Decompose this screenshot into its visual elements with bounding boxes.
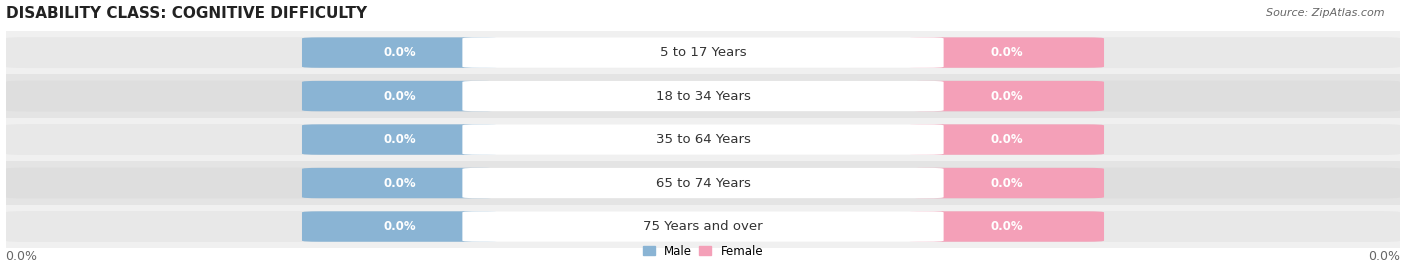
FancyBboxPatch shape [463, 81, 943, 111]
FancyBboxPatch shape [302, 168, 498, 198]
FancyBboxPatch shape [908, 211, 1104, 242]
Bar [6, 205, 1400, 248]
FancyBboxPatch shape [302, 211, 498, 242]
Text: 35 to 64 Years: 35 to 64 Years [655, 133, 751, 146]
Text: 0.0%: 0.0% [384, 176, 416, 190]
Text: 65 to 74 Years: 65 to 74 Years [655, 176, 751, 190]
Legend: Male, Female: Male, Female [638, 240, 768, 262]
FancyBboxPatch shape [6, 211, 1400, 242]
FancyBboxPatch shape [463, 124, 943, 155]
Bar [6, 161, 1400, 205]
Text: 0.0%: 0.0% [990, 176, 1022, 190]
Text: 0.0%: 0.0% [1368, 250, 1400, 263]
Text: 0.0%: 0.0% [6, 250, 38, 263]
FancyBboxPatch shape [908, 124, 1104, 155]
FancyBboxPatch shape [463, 37, 943, 68]
FancyBboxPatch shape [908, 37, 1104, 68]
Text: DISABILITY CLASS: COGNITIVE DIFFICULTY: DISABILITY CLASS: COGNITIVE DIFFICULTY [6, 6, 367, 20]
FancyBboxPatch shape [463, 168, 943, 198]
FancyBboxPatch shape [908, 168, 1104, 198]
Text: 0.0%: 0.0% [384, 90, 416, 102]
Bar [6, 74, 1400, 118]
Text: 0.0%: 0.0% [990, 220, 1022, 233]
Bar [6, 31, 1400, 74]
FancyBboxPatch shape [6, 168, 1400, 199]
FancyBboxPatch shape [6, 124, 1400, 155]
FancyBboxPatch shape [302, 124, 498, 155]
Text: 0.0%: 0.0% [990, 90, 1022, 102]
FancyBboxPatch shape [302, 81, 498, 111]
Text: Source: ZipAtlas.com: Source: ZipAtlas.com [1267, 8, 1385, 18]
Text: 0.0%: 0.0% [990, 46, 1022, 59]
Text: 5 to 17 Years: 5 to 17 Years [659, 46, 747, 59]
Text: 0.0%: 0.0% [384, 220, 416, 233]
FancyBboxPatch shape [463, 211, 943, 242]
FancyBboxPatch shape [908, 81, 1104, 111]
Text: 0.0%: 0.0% [990, 133, 1022, 146]
Bar [6, 118, 1400, 161]
FancyBboxPatch shape [6, 81, 1400, 112]
Text: 18 to 34 Years: 18 to 34 Years [655, 90, 751, 102]
Text: 0.0%: 0.0% [384, 46, 416, 59]
FancyBboxPatch shape [302, 37, 498, 68]
Text: 75 Years and over: 75 Years and over [643, 220, 763, 233]
Text: 0.0%: 0.0% [384, 133, 416, 146]
FancyBboxPatch shape [6, 37, 1400, 68]
